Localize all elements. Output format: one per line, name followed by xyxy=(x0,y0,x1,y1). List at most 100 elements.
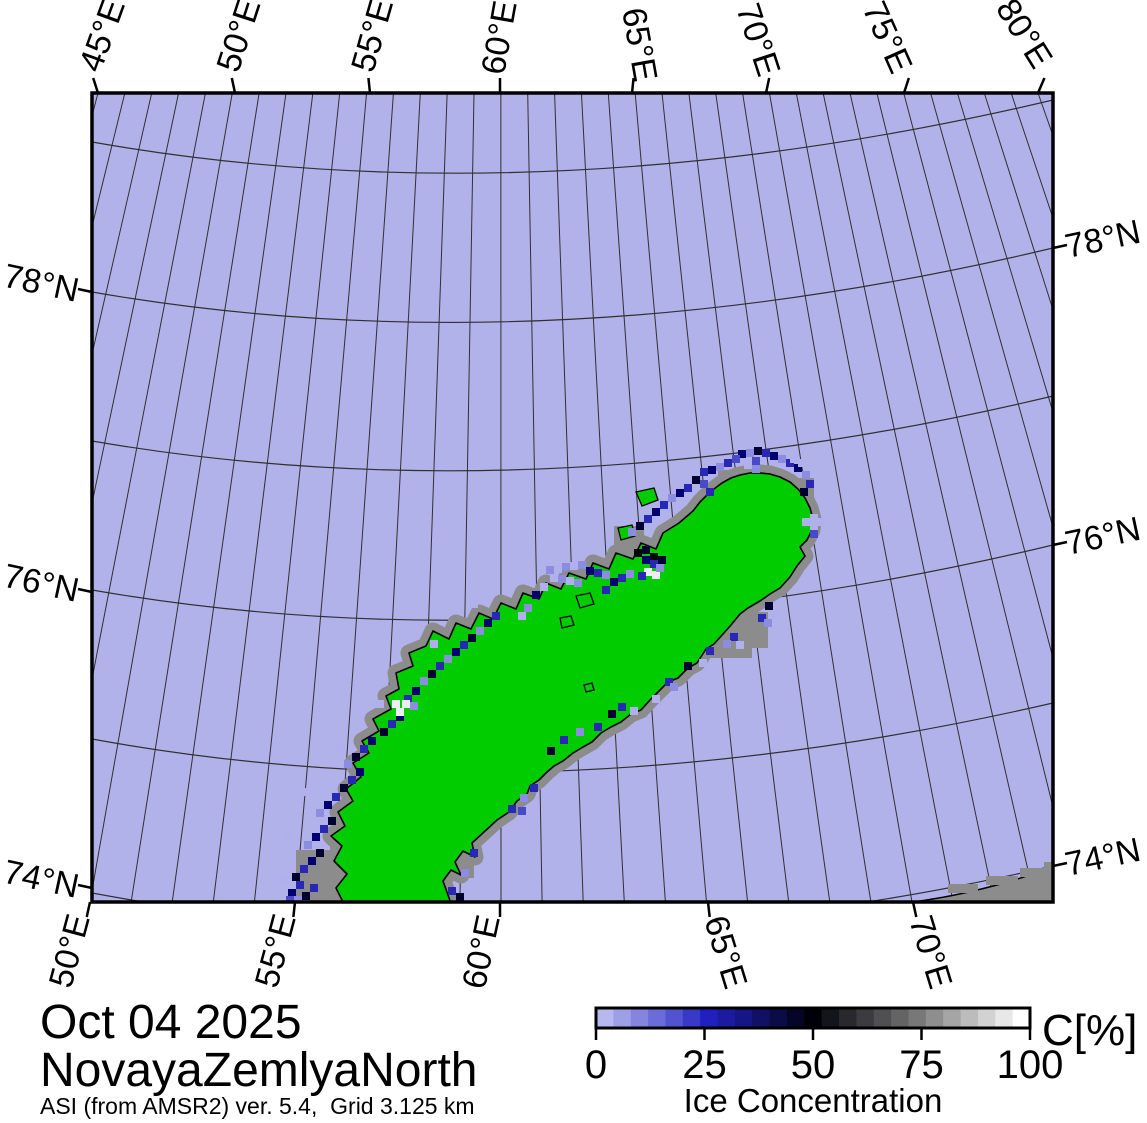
ice-pixel xyxy=(670,683,678,691)
ice-pixel xyxy=(758,614,766,622)
ice-pixel xyxy=(336,744,344,752)
colorbar-segment xyxy=(960,1008,979,1028)
ice-pixel xyxy=(324,801,332,809)
ice-pixel xyxy=(530,784,538,792)
colorbar-segment xyxy=(665,1008,684,1028)
ice-pixel xyxy=(470,600,478,608)
colorbar-segment xyxy=(891,1008,910,1028)
ice-pixel xyxy=(738,450,746,458)
bottom-axis-tick xyxy=(911,901,918,918)
ice-pixel xyxy=(344,760,352,768)
left-axis-label: 78°N xyxy=(0,257,82,310)
ice-pixel xyxy=(706,488,714,496)
top-axis-label: 70°E xyxy=(728,0,787,81)
mainland-step xyxy=(1044,862,1053,870)
ice-pixel xyxy=(461,869,469,877)
colorbar-segment xyxy=(908,1008,927,1028)
islet xyxy=(575,592,595,609)
graticule-meridian xyxy=(212,93,314,902)
ice-pixel xyxy=(752,465,760,473)
colorbar-segment xyxy=(596,1008,614,1028)
ice-pixel xyxy=(574,579,582,587)
ice-pixel xyxy=(806,480,814,488)
ice-pixel xyxy=(802,471,810,479)
ice-pixel xyxy=(602,571,610,579)
colorbar-tick-label: 0 xyxy=(585,1043,607,1087)
colorbar-segment xyxy=(995,1008,1014,1028)
product-subtitle: ASI (from AMSR2) ver. 5.4, Grid 3.125 km xyxy=(40,1093,475,1119)
ice-pixel xyxy=(484,619,492,627)
ice-pixel xyxy=(292,873,300,881)
ice-pixel xyxy=(320,825,328,833)
islet xyxy=(583,682,595,693)
bottom-axis-tick xyxy=(292,901,297,918)
date-label: Oct 04 2025 xyxy=(40,996,302,1049)
ice-pixel xyxy=(723,640,731,648)
graticule-meridian xyxy=(903,93,1053,660)
ice-pixel xyxy=(754,447,762,455)
colorbar-segment xyxy=(734,1008,753,1028)
ice-pixel xyxy=(430,640,438,648)
ice-pixel xyxy=(284,832,292,840)
graticule-meridian xyxy=(92,93,206,682)
ice-pixel xyxy=(332,793,340,801)
ice-pixel xyxy=(746,449,754,457)
top-axis-tick xyxy=(91,77,100,94)
ice-pixel xyxy=(765,602,773,610)
ice-pixel xyxy=(578,561,586,569)
ice-pixel xyxy=(716,463,724,471)
ice-pixel xyxy=(732,455,740,463)
sea-background xyxy=(92,93,1053,902)
novaya-zemlya-island xyxy=(330,472,814,902)
colorbar-segment xyxy=(873,1008,892,1028)
ice-pixel xyxy=(660,501,668,509)
ice-pixel xyxy=(518,807,526,815)
region-title: NovayaZemlyaNorth xyxy=(40,1044,477,1097)
ice-pixel xyxy=(562,563,570,571)
ice-pixel xyxy=(810,522,818,530)
right-axis-tick xyxy=(1052,861,1068,868)
ice-pixel xyxy=(368,737,376,745)
bottom-axis-label: 65°E xyxy=(696,911,754,993)
graticule-parallel xyxy=(92,395,1053,472)
ice-pixel xyxy=(724,459,732,467)
ice-pixel xyxy=(602,586,610,594)
ice-pixel xyxy=(396,713,404,721)
top-axis-tick xyxy=(764,77,771,94)
ice-pixel xyxy=(420,677,428,685)
graticule-parallel xyxy=(92,247,1053,323)
graticule-meridian xyxy=(930,93,1053,530)
ice-pixel xyxy=(764,619,772,627)
ice-pixel xyxy=(558,575,566,583)
bottom-axis-label: 70°E xyxy=(901,911,959,993)
colorbar-segment xyxy=(925,1008,944,1028)
right-axis-label: 74°N xyxy=(1062,831,1144,884)
graticule-meridian xyxy=(171,93,287,902)
colorbar-title: Ice Concentration xyxy=(684,1082,943,1119)
colorbar-tick-label: 50 xyxy=(791,1043,836,1087)
colorbar: 0 25 50 75 100 xyxy=(585,1006,1063,1087)
ice-pixel xyxy=(396,708,404,716)
colorbar-segment xyxy=(717,1008,736,1028)
top-axis-tick xyxy=(902,77,911,94)
colorbar-segment xyxy=(682,1008,701,1028)
ice-pixel xyxy=(352,753,360,761)
left-axis-tick xyxy=(77,287,93,294)
graticule-meridian xyxy=(983,93,1053,312)
bottom-axis-label: 50°E xyxy=(42,910,98,991)
colorbar-segment xyxy=(977,1008,996,1028)
ice-pixel xyxy=(762,449,770,457)
ice-pixel xyxy=(652,571,660,579)
ice-pixel xyxy=(470,849,478,857)
ice-pixel xyxy=(708,466,716,474)
ice-pixel xyxy=(566,577,574,585)
ice-pixel xyxy=(296,881,304,889)
top-axis-label: 75°E xyxy=(855,0,920,79)
bottom-axis-label: 55°E xyxy=(248,910,304,991)
ice-pixel xyxy=(586,567,594,575)
ice-pixel xyxy=(300,788,308,796)
top-axis-label: 50°E xyxy=(209,0,268,76)
ice-pixel xyxy=(794,464,802,472)
ice-pixel xyxy=(634,549,642,557)
